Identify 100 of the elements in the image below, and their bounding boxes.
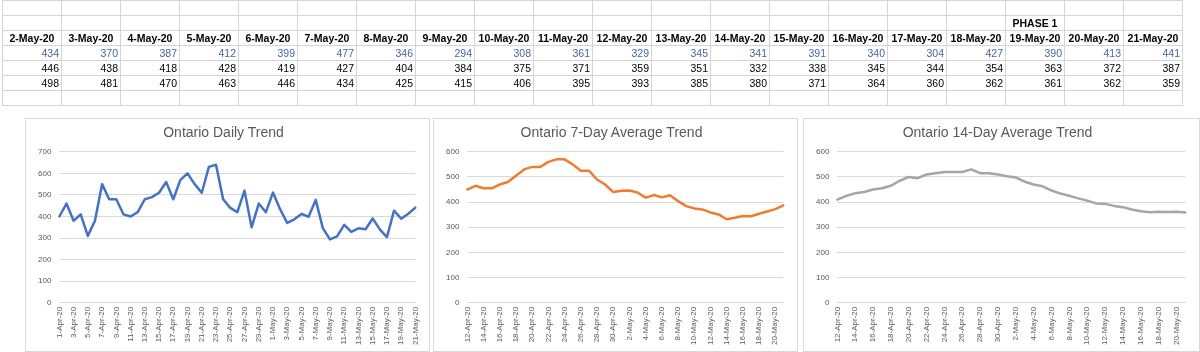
data-label: 372 <box>1064 60 1124 76</box>
data-label: 375 <box>474 60 534 76</box>
data-label: 427 <box>297 60 357 76</box>
x-tick-label: 19-May-20 <box>396 306 406 346</box>
x-tick-label: 5-Apr-20 <box>83 306 93 338</box>
category-label: 13-May-20 <box>651 30 711 46</box>
x-tick-label: 30-Apr-20 <box>993 306 1003 343</box>
x-tick-label: 15-May-20 <box>367 306 377 346</box>
y-tick-label: 300 <box>445 222 460 232</box>
text: PHASE 1 <box>1012 17 1058 29</box>
x-tick-label: 11-May-20 <box>339 306 349 345</box>
x-tick-label: 26-Apr-20 <box>576 306 586 343</box>
data-label: 304 <box>887 45 947 61</box>
y-tick-label: 600 <box>445 147 460 156</box>
data-label: 345 <box>828 60 888 76</box>
category-label: 18-May-20 <box>946 30 1006 46</box>
data-label: 415 <box>415 75 475 91</box>
data-label: 446 <box>2 60 62 76</box>
data-label: 308 <box>474 45 534 61</box>
data-label: 438 <box>61 60 121 76</box>
x-tick-label: 12-May-20 <box>1100 306 1110 346</box>
x-tick-label: 7-Apr-20 <box>97 306 107 338</box>
data-label: 470 <box>120 75 180 91</box>
x-tick-label: 19-Apr-20 <box>182 306 192 343</box>
category-label: 20-May-20 <box>1064 30 1124 46</box>
y-tick-label: 600 <box>37 168 52 178</box>
data-label: 380 <box>710 75 770 91</box>
x-tick-label: 10-May-20 <box>1082 306 1092 346</box>
category-label: 7-May-20 <box>297 30 357 46</box>
y-tick-label: 100 <box>37 276 52 286</box>
x-tick-label: 18-Apr-20 <box>886 306 896 343</box>
x-tick-label: 13-Apr-20 <box>140 306 149 343</box>
category-label: 5-May-20 <box>179 30 239 46</box>
category-label: 16-May-20 <box>828 30 888 46</box>
y-tick-label: 200 <box>445 247 460 257</box>
data-label: 395 <box>533 75 593 91</box>
x-tick-label: 28-Apr-20 <box>592 306 602 343</box>
data-label: 346 <box>356 45 416 61</box>
x-tick-label: 24-Apr-20 <box>939 306 949 343</box>
x-tick-label: 18-Apr-20 <box>511 306 521 343</box>
x-tick-label: 3-Apr-20 <box>68 306 78 338</box>
x-tick-label: 1-May-20 <box>268 306 278 341</box>
x-tick-label: 4-May-20 <box>640 306 650 341</box>
chart-title: Ontario Daily Trend <box>163 124 284 141</box>
x-tick-label: 18-May-20 <box>754 306 764 346</box>
y-tick-label: 500 <box>37 190 52 200</box>
x-tick-label: 2-May-20 <box>1011 306 1021 341</box>
x-tick-label: 20-Apr-20 <box>903 306 913 343</box>
x-tick-label: 3-May-20 <box>282 306 292 341</box>
category-label: 11-May-20 <box>533 30 593 46</box>
x-tick-label: 27-Apr-20 <box>239 306 249 343</box>
category-label: 15-May-20 <box>769 30 829 46</box>
data-label: 441 <box>1123 45 1183 61</box>
y-tick-label: 400 <box>815 197 830 207</box>
data-label: 425 <box>356 75 416 91</box>
data-label: 370 <box>61 45 121 61</box>
data-label: 359 <box>592 60 652 76</box>
data-label: 341 <box>710 45 770 61</box>
category-label: 19-May-20 <box>1005 30 1065 46</box>
category-label: 6-May-20 <box>238 30 298 46</box>
data-label: 391 <box>769 45 829 61</box>
data-label: 364 <box>828 75 888 91</box>
category-label: 9-May-20 <box>415 30 475 46</box>
x-tick-label: 6-May-20 <box>657 306 667 341</box>
data-label: 338 <box>769 60 829 76</box>
x-tick-label: 29-Apr-20 <box>253 306 263 343</box>
x-tick-label: 7-May-20 <box>310 306 320 341</box>
data-label: 345 <box>651 45 711 61</box>
category-label: 2-May-20 <box>2 30 62 46</box>
x-tick-label: 1-Apr-20 <box>54 306 64 338</box>
data-label: 362 <box>1064 75 1124 91</box>
x-tick-label: 14-Apr-20 <box>478 306 488 343</box>
x-tick-label: 14-Apr-20 <box>850 306 860 343</box>
x-tick-label: 20-May-20 <box>1171 306 1181 346</box>
x-tick-label: 9-May-20 <box>325 306 335 341</box>
x-tick-label: 9-Apr-20 <box>111 306 121 338</box>
category-label: 21-May-20 <box>1123 30 1183 46</box>
y-tick-label: 500 <box>815 172 830 182</box>
x-tick-label: 16-May-20 <box>1135 306 1145 346</box>
y-tick-label: 200 <box>815 247 830 257</box>
data-label: 434 <box>2 45 62 61</box>
data-label: 351 <box>651 60 711 76</box>
x-tick-label: 20-May-20 <box>770 306 780 346</box>
x-tick-label: 17-Apr-20 <box>168 306 178 343</box>
data-label: 384 <box>415 60 475 76</box>
category-label: 10-May-20 <box>474 30 534 46</box>
category-label: 4-May-20 <box>120 30 180 46</box>
x-tick-label: 25-Apr-20 <box>225 306 235 343</box>
x-tick-label: 5-May-20 <box>296 306 306 341</box>
y-tick-label: 400 <box>445 197 460 207</box>
x-tick-label: 23-Apr-20 <box>211 306 221 343</box>
data-label: 361 <box>1005 75 1065 91</box>
x-tick-label: 12-Apr-20 <box>832 306 842 343</box>
data-label: 371 <box>533 60 593 76</box>
data-label: 359 <box>1123 75 1183 91</box>
x-tick-label: 10-May-20 <box>689 306 699 346</box>
y-tick-label: 200 <box>37 254 52 264</box>
data-label: 387 <box>120 45 180 61</box>
x-tick-label: 6-May-20 <box>1046 306 1056 341</box>
chart-title: Ontario 7-Day Average Trend <box>520 124 703 141</box>
